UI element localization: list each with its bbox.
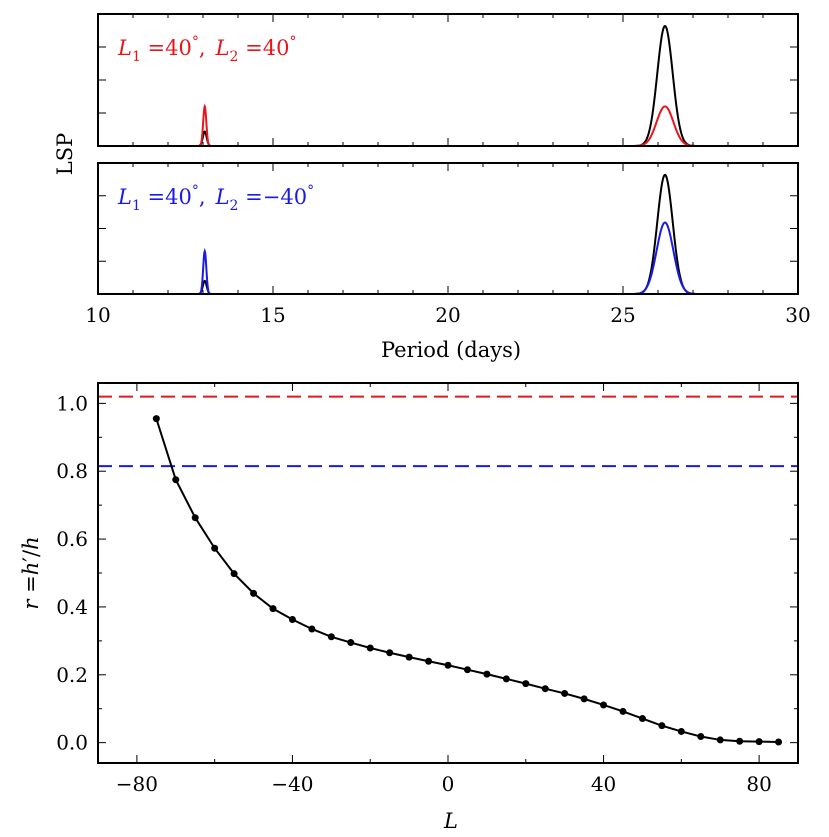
l-tick-label: −80 <box>116 772 158 796</box>
r-data-point <box>522 680 530 688</box>
r-data-point <box>405 653 413 661</box>
r-data-point <box>347 639 355 647</box>
period-tick-label: 20 <box>435 303 460 327</box>
r-axis-title: r =h′/h <box>19 536 43 609</box>
r-data-point <box>444 661 452 669</box>
r-data-point <box>191 514 199 522</box>
r-data-point <box>230 570 238 578</box>
r-data-point <box>386 649 394 657</box>
r-data-point <box>502 675 510 683</box>
r-data-point <box>250 589 258 597</box>
r-data-point <box>172 476 180 484</box>
r-data-point <box>366 644 374 652</box>
r-tick-label: 0.6 <box>56 527 88 551</box>
bottom-panel: −80 −40 0 40 80 0.0 0.2 0.4 0.6 0.8 1.0 <box>56 382 799 796</box>
l-axis-title: L <box>443 809 458 833</box>
r-data-point <box>288 615 296 623</box>
r-data-point <box>152 415 160 423</box>
r-data-point <box>561 689 569 697</box>
l-tick-label: 80 <box>746 772 771 796</box>
l-tick-label: −40 <box>271 772 313 796</box>
l-tick-label: 40 <box>591 772 616 796</box>
top-panel-frame <box>97 13 799 147</box>
r-data-point <box>600 701 608 709</box>
r-data-point <box>463 666 471 674</box>
r-data-point <box>716 736 724 744</box>
r-data-point <box>327 633 335 641</box>
r-data-point <box>697 733 705 741</box>
period-tick-label: 30 <box>785 303 810 327</box>
middle-annotation: L1 =40°, L2 =−40° <box>117 183 314 214</box>
r-data-point <box>541 685 549 693</box>
r-data-point <box>580 695 588 703</box>
r-tick-label: 0.0 <box>56 731 88 755</box>
period-tick-label: 15 <box>260 303 285 327</box>
top-annotation: L1 =40°, L2 =40° <box>117 34 296 65</box>
r-data-point <box>211 544 219 552</box>
period-axis-title: Period (days) <box>381 338 521 362</box>
r-data-point <box>775 738 783 746</box>
top-panel: L1 =40°, L2 =40° <box>97 13 799 147</box>
middle-series-blue-line <box>98 221 798 295</box>
r-data-point <box>638 715 646 723</box>
period-tick-label: 25 <box>610 303 635 327</box>
r-data-point <box>658 722 666 730</box>
r-tick-label: 1.0 <box>56 391 88 415</box>
r-tick-label: 0.4 <box>56 595 88 619</box>
l-tick-label: 0 <box>442 772 455 796</box>
r-data-point <box>677 727 685 735</box>
period-tick-label: 10 <box>85 303 110 327</box>
r-series-line <box>155 418 779 743</box>
r-data-point <box>736 737 744 745</box>
r-data-point <box>483 670 491 678</box>
r-data-point <box>755 738 763 746</box>
r-data-point <box>425 657 433 665</box>
middle-panel-frame <box>97 162 799 295</box>
r-data-point <box>308 625 316 633</box>
r-tick-label: 0.2 <box>56 663 88 687</box>
middle-panel: 10 15 20 25 30 L1 =40°, L2 =−40° <box>85 162 811 327</box>
lsp-axis-title: LSP <box>53 133 77 175</box>
r-data-point <box>619 707 627 715</box>
r-tick-label: 0.8 <box>56 459 88 483</box>
r-data-point <box>269 605 277 613</box>
bottom-panel-frame <box>97 382 799 764</box>
